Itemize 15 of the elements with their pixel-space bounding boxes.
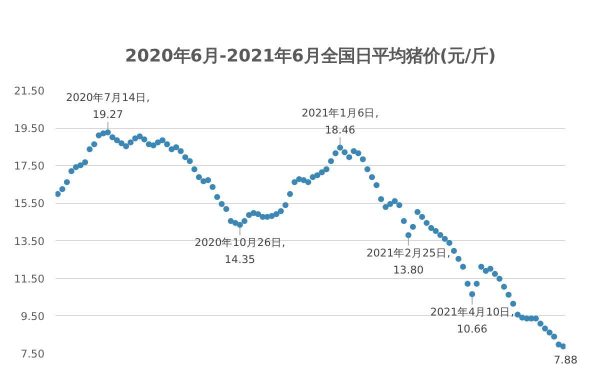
y-tick-label: 7.50	[20, 348, 45, 360]
y-tick-label: 11.50	[14, 272, 45, 286]
annotation: 2020年10月26日, 14.35	[194, 236, 286, 266]
annotation: 7.88	[554, 354, 578, 366]
annotation: 2021年1月6日, 18.46	[302, 106, 379, 136]
y-tick-label: 21.50	[14, 84, 45, 98]
annotation: 2021年2月25日, 13.80	[366, 246, 450, 276]
y-tick-label: 19.50	[14, 122, 45, 136]
y-tick-label: 9.50	[20, 310, 45, 323]
y-tick-label: 17.50	[14, 160, 45, 173]
y-tick-label: 13.50	[14, 234, 45, 248]
annotation: 2021年4月10日, 10.66	[430, 305, 514, 336]
annotation: 2020年7月14日, 19.27	[66, 91, 150, 122]
chart-title: 2020年6月-2021年6月全国日平均猪价(元/斤)	[125, 46, 496, 66]
y-tick-label: 15.50	[14, 197, 45, 210]
